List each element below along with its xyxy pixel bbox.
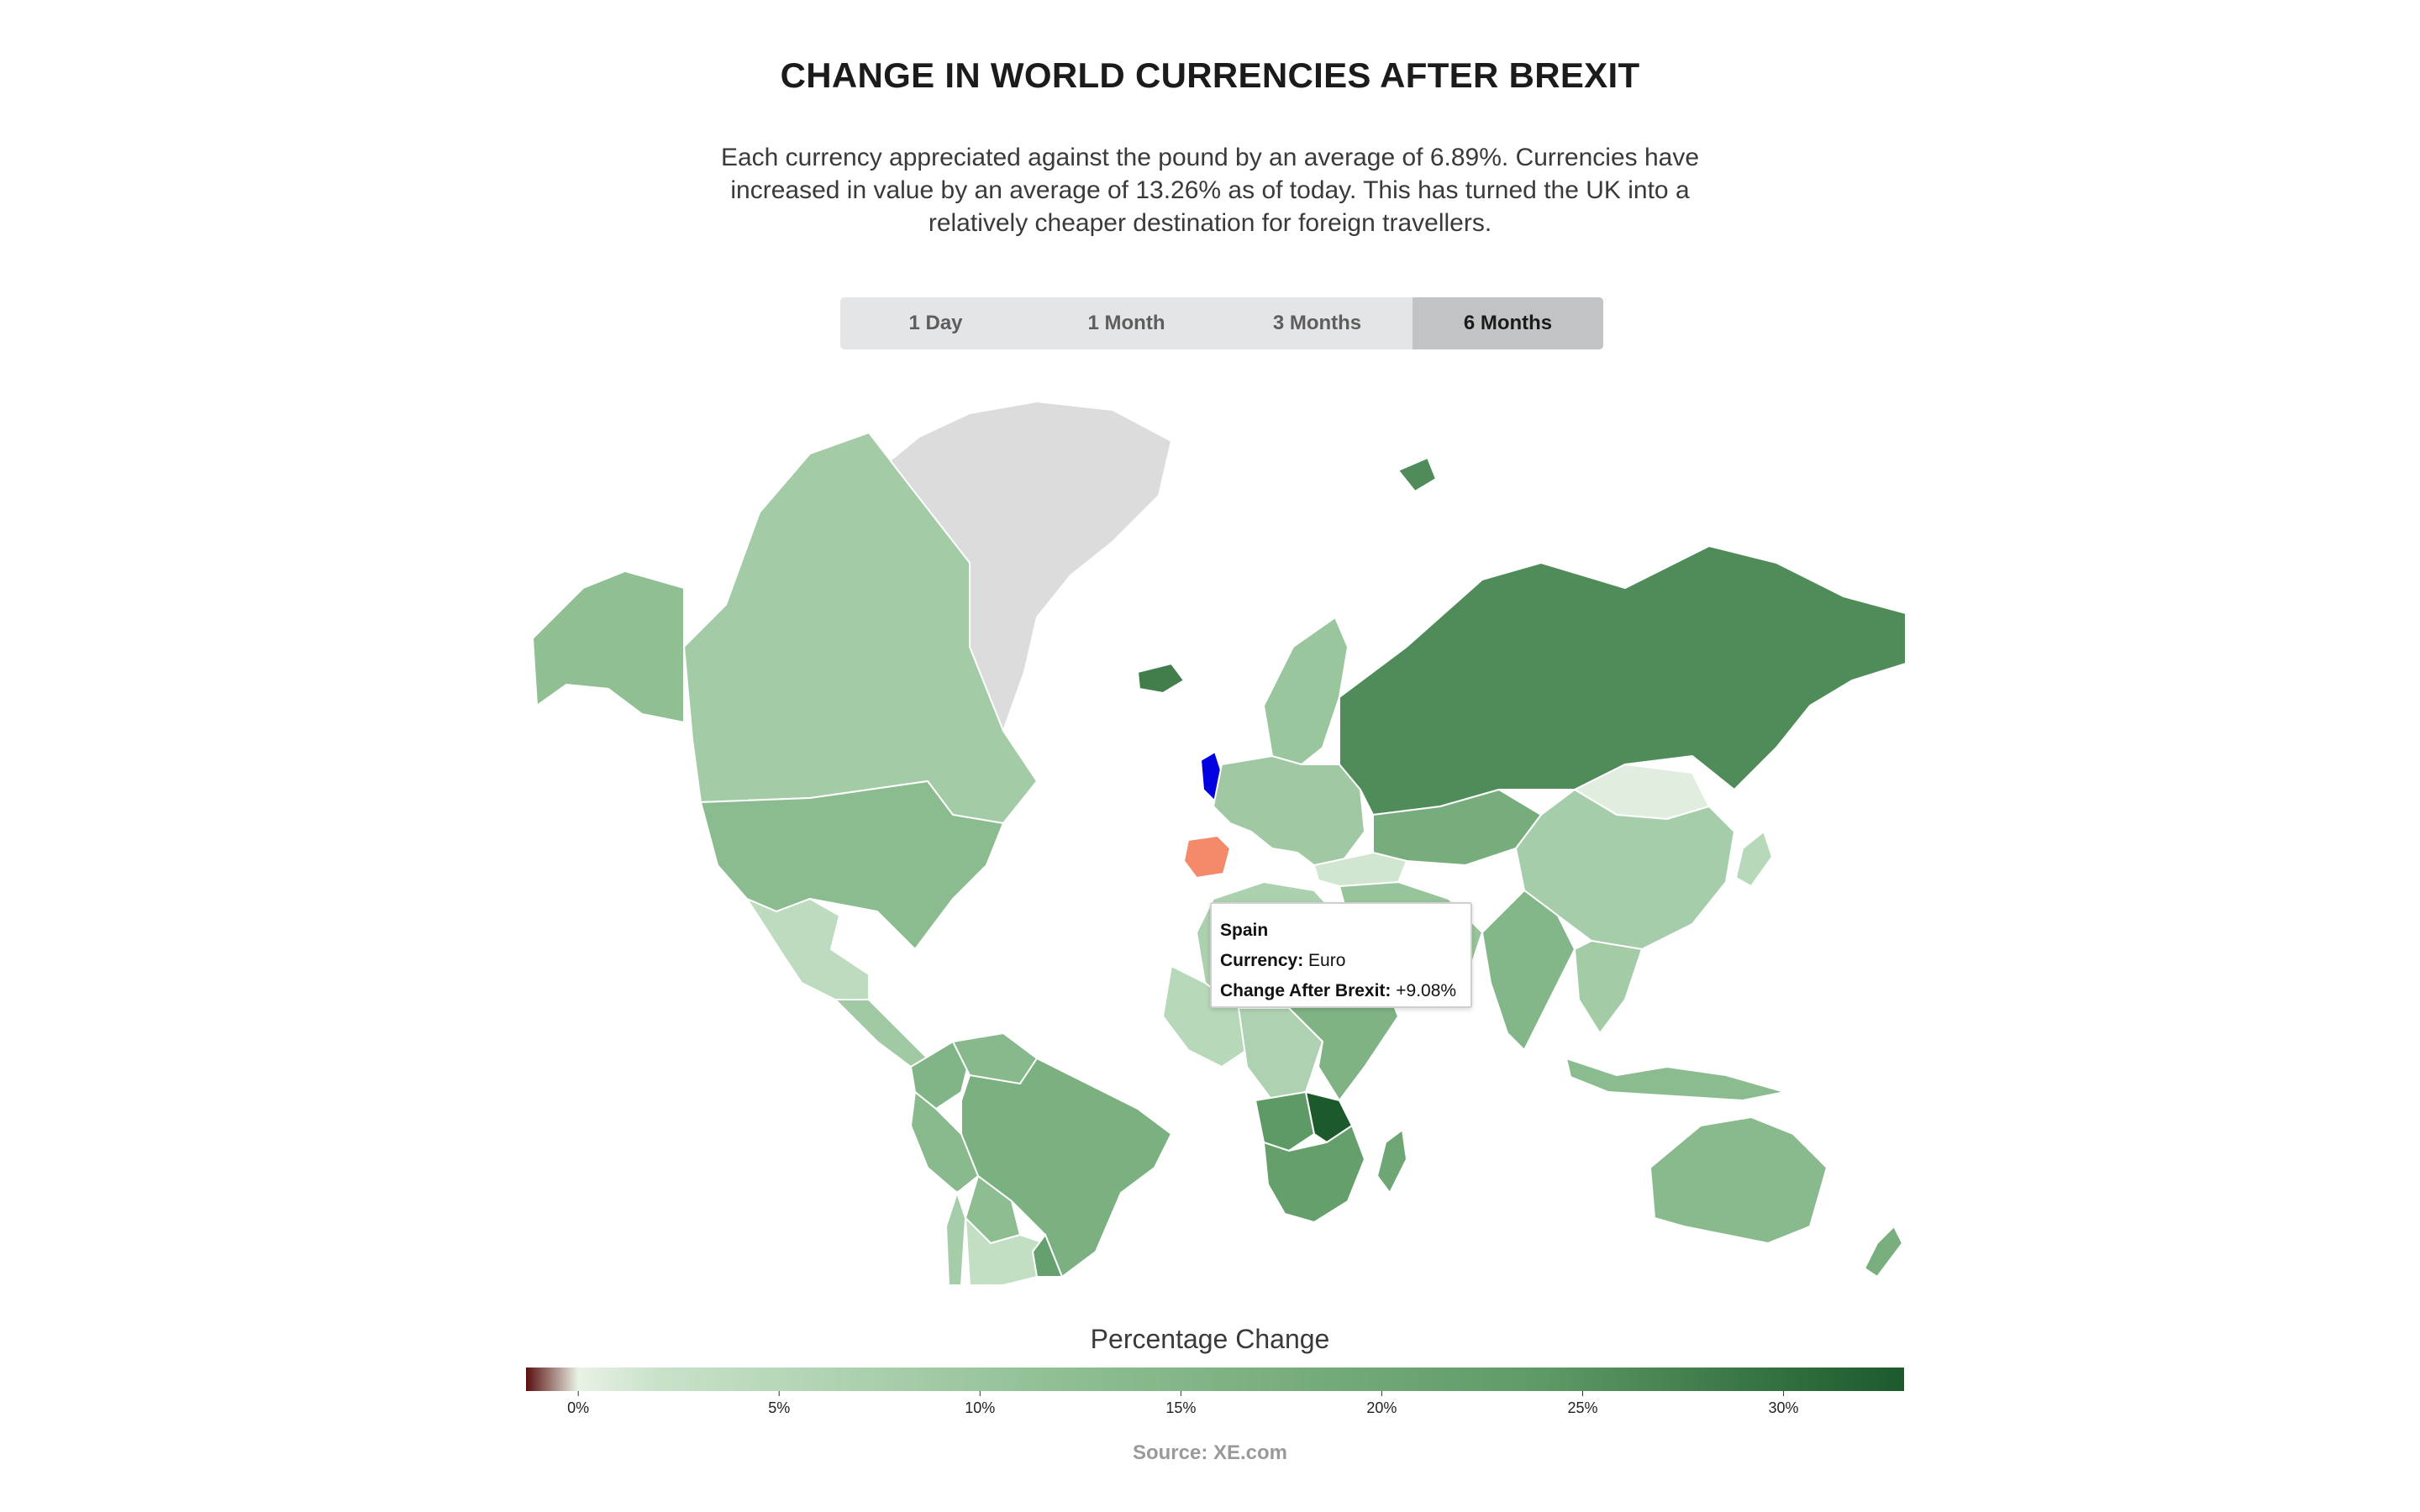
map-region-madagascar[interactable] [1376, 1128, 1408, 1194]
time-range-tabs: 1 Day 1 Month 3 Months 6 Months [840, 297, 1603, 349]
map-region-uruguay[interactable] [1031, 1232, 1064, 1278]
legend-gradient-bar [526, 1368, 1904, 1391]
world-map [533, 400, 1906, 1285]
page-title: CHANGE IN WORLD CURRENCIES AFTER BREXIT [780, 55, 1640, 95]
map-region-chile[interactable] [944, 1189, 967, 1285]
tooltip-currency-label: Currency: [1220, 951, 1304, 970]
map-region-peru[interactable] [909, 1090, 980, 1194]
tab-6-months[interactable]: 6 Months [1413, 297, 1603, 349]
map-region-southern-africa[interactable] [1262, 1124, 1366, 1224]
page-subtitle: Each currency appreciated against the po… [720, 144, 1700, 237]
map-region-india[interactable] [1481, 889, 1576, 1052]
map-region-central-america[interactable] [833, 999, 929, 1068]
source-credit: Source: XE.com [1132, 1441, 1288, 1464]
map-region-angola[interactable] [1254, 1090, 1316, 1152]
tab-3-months[interactable]: 3 Months [1222, 297, 1413, 349]
map-region-scandinavia[interactable] [1262, 616, 1349, 766]
map-region-spain[interactable] [1182, 834, 1232, 879]
map-region-indonesia[interactable] [1565, 1057, 1786, 1102]
map-region-new-zealand[interactable] [1863, 1225, 1904, 1278]
map-region-china[interactable] [1514, 788, 1736, 951]
color-legend: 0% 5% 10% 15% 20% 25% 30% [526, 1368, 1904, 1415]
legend-tick-label: 15% [1165, 1399, 1196, 1415]
map-region-iceland[interactable] [1136, 662, 1186, 695]
legend-title: Percentage Change [1090, 1324, 1330, 1354]
tooltip-change-value: +9.08% [1396, 981, 1457, 1000]
map-region-southeast-asia[interactable] [1573, 939, 1644, 1035]
country-tooltip: Spain Currency: Euro Change After Brexit… [1210, 902, 1472, 1008]
tooltip-change-row: Change After Brexit: +9.08% [1220, 976, 1460, 1006]
legend-tick-label: 20% [1366, 1399, 1397, 1415]
tooltip-currency-row: Currency: Euro [1220, 946, 1460, 976]
tooltip-country-name: Spain [1220, 921, 1269, 940]
map-region-turkey[interactable] [1313, 851, 1408, 888]
tab-1-day[interactable]: 1 Day [840, 297, 1031, 349]
tooltip-change-label: Change After Brexit: [1220, 981, 1392, 1000]
map-region-japan[interactable] [1734, 830, 1774, 888]
legend-tick-label: 30% [1769, 1399, 1799, 1415]
legend-tick-label: 0% [567, 1399, 589, 1415]
tab-1-month[interactable]: 1 Month [1031, 297, 1222, 349]
map-region-alaska[interactable] [533, 570, 685, 724]
legend-tick-label: 25% [1567, 1399, 1597, 1415]
map-region-australia[interactable] [1649, 1116, 1828, 1245]
legend-tick-label: 10% [965, 1399, 995, 1415]
legend-tick-label: 5% [768, 1399, 790, 1415]
map-region-europe[interactable] [1212, 754, 1366, 866]
map-region-mexico[interactable] [744, 896, 870, 1000]
tooltip-currency-value: Euro [1308, 951, 1346, 970]
map-region-venezuela[interactable] [951, 1032, 1039, 1085]
map-region-svalbard[interactable] [1397, 456, 1438, 493]
